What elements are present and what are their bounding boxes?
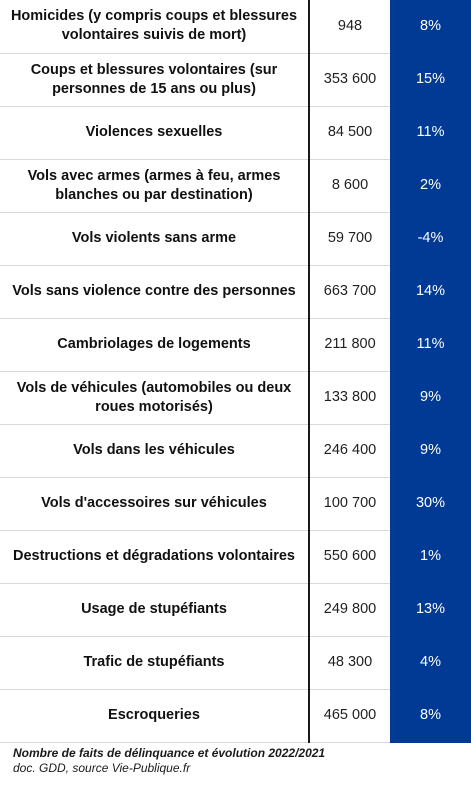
offense-change: 9% — [390, 424, 471, 478]
offense-change: 14% — [390, 265, 471, 319]
offense-label: Coups et blessures volontaires (sur pers… — [0, 53, 310, 107]
table-row: Cambriolages de logements 211 800 11% — [0, 318, 471, 372]
offense-count: 465 000 — [309, 689, 390, 743]
table-row: Vols dans les véhicules 246 400 9% — [0, 424, 471, 478]
offense-count: 8 600 — [309, 159, 390, 213]
offense-change: 8% — [390, 0, 471, 54]
offense-count: 353 600 — [309, 53, 390, 107]
offense-change: 30% — [390, 477, 471, 531]
offense-label: Violences sexuelles — [0, 106, 310, 160]
offense-count: 249 800 — [309, 583, 390, 637]
offense-label: Escroqueries — [0, 689, 310, 743]
table-row: Vols violents sans arme 59 700 -4% — [0, 212, 471, 266]
offense-change: 8% — [390, 689, 471, 743]
offense-change: -4% — [390, 212, 471, 266]
offense-count: 48 300 — [309, 636, 390, 690]
offense-label: Trafic de stupéfiants — [0, 636, 310, 690]
offense-change: 11% — [390, 318, 471, 372]
offense-label: Vols de véhicules (automobiles ou deux r… — [0, 371, 310, 425]
offense-label: Destructions et dégradations volontaires — [0, 530, 310, 584]
offense-change: 4% — [390, 636, 471, 690]
offense-change: 15% — [390, 53, 471, 107]
offense-label: Vols violents sans arme — [0, 212, 310, 266]
table-row: Violences sexuelles 84 500 11% — [0, 106, 471, 160]
offense-count: 84 500 — [309, 106, 390, 160]
offense-change: 13% — [390, 583, 471, 637]
offense-change: 2% — [390, 159, 471, 213]
offense-count: 100 700 — [309, 477, 390, 531]
offense-label: Vols dans les véhicules — [0, 424, 310, 478]
offense-change: 1% — [390, 530, 471, 584]
figure-caption: Nombre de faits de délinquance et évolut… — [13, 746, 325, 776]
offense-count: 59 700 — [309, 212, 390, 266]
offense-label: Cambriolages de logements — [0, 318, 310, 372]
table-row: Coups et blessures volontaires (sur pers… — [0, 53, 471, 107]
offense-count: 550 600 — [309, 530, 390, 584]
offense-count: 133 800 — [309, 371, 390, 425]
table-row: Vols d'accessoires sur véhicules 100 700 3… — [0, 477, 471, 531]
offense-label: Homicides (y compris coups et blessures … — [0, 0, 310, 54]
offense-count: 246 400 — [309, 424, 390, 478]
table-row: Vols sans violence contre des personnes 6… — [0, 265, 471, 319]
caption-source: doc. GDD, source Vie-Publique.fr — [13, 761, 191, 775]
caption-title: Nombre de faits de délinquance et évolut… — [13, 746, 326, 760]
offense-label: Usage de stupéfiants — [0, 583, 310, 637]
table-row: Vols avec armes (armes à feu, armes blan… — [0, 159, 471, 213]
table-row: Usage de stupéfiants 249 800 13% — [0, 583, 471, 637]
table-row: Escroqueries 465 000 8% — [0, 689, 471, 743]
table-row: Vols de véhicules (automobiles ou deux r… — [0, 371, 471, 425]
crime-table-body: Homicides (y compris coups et blessures … — [0, 0, 471, 743]
offense-count: 211 800 — [309, 318, 390, 372]
offense-label: Vols d'accessoires sur véhicules — [0, 477, 310, 531]
table-row: Destructions et dégradations volontaires… — [0, 530, 471, 584]
offense-change: 11% — [390, 106, 471, 160]
table-row: Trafic de stupéfiants 48 300 4% — [0, 636, 471, 690]
offense-count: 948 — [309, 0, 390, 54]
offense-count: 663 700 — [309, 265, 390, 319]
table-row: Homicides (y compris coups et blessures … — [0, 0, 471, 54]
offense-label: Vols sans violence contre des personnes — [0, 265, 310, 319]
offense-change: 9% — [390, 371, 471, 425]
crime-table: Homicides (y compris coups et blessures … — [0, 0, 471, 743]
offense-label: Vols avec armes (armes à feu, armes blan… — [0, 159, 310, 213]
